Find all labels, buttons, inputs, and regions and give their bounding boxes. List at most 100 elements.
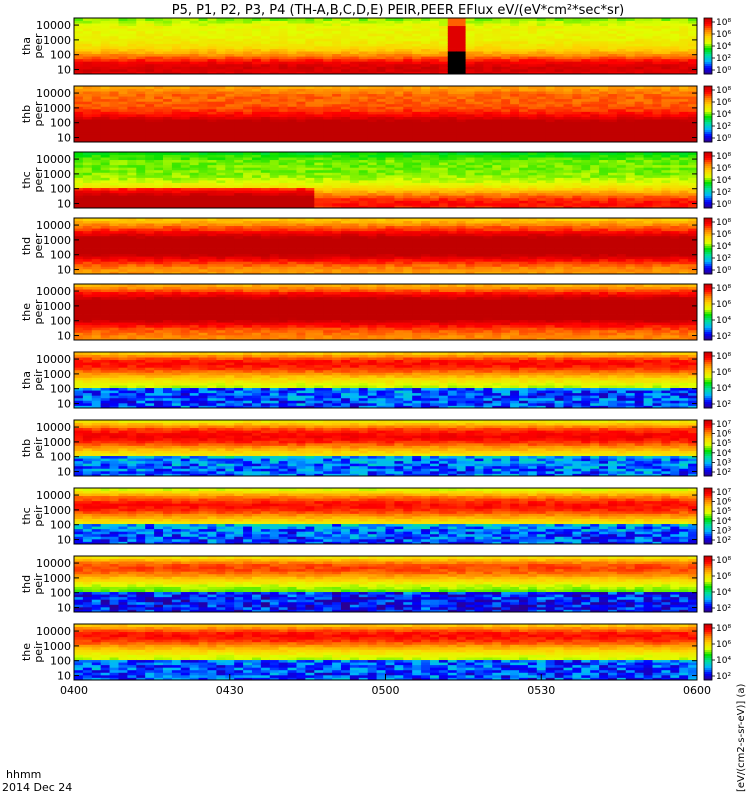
spectrogram-cell: [376, 154, 386, 158]
spectrogram-cell: [136, 20, 146, 24]
spectrogram-cell: [590, 200, 600, 204]
spectrogram-cell: [519, 167, 529, 171]
spectrogram-cell: [536, 180, 547, 183]
spectrogram-cell: [367, 30, 377, 34]
spectrogram-cell: [430, 51, 440, 55]
spectrogram-cell: [421, 129, 431, 133]
spectrogram-cell: [189, 48, 199, 52]
spectrogram-cell: [252, 28, 262, 32]
spectrogram-cell: [171, 18, 182, 21]
spectrogram-cell: [670, 106, 680, 110]
spectrogram-cell: [91, 20, 102, 24]
spectrogram-cell: [287, 111, 297, 115]
spectrogram-cell: [501, 174, 511, 178]
spectrogram-cell: [189, 61, 199, 65]
spectrogram-cell: [74, 197, 84, 201]
spectrogram-cell: [341, 58, 351, 62]
spectrogram-cell: [661, 18, 671, 21]
spectrogram-cell: [332, 167, 342, 171]
spectrogram-cell: [483, 197, 493, 201]
spectrogram-cell: [278, 174, 288, 178]
spectrogram-cells: [74, 18, 698, 75]
spectrogram-cell: [394, 185, 404, 189]
spectrogram-cell: [474, 121, 484, 125]
spectrogram-cell: [180, 159, 191, 163]
spectrogram-cell: [252, 139, 262, 143]
spectrogram-cell: [545, 33, 555, 37]
spectrogram-cell: [74, 25, 84, 29]
spectrogram-cell: [501, 205, 511, 209]
spectrogram-cell: [109, 192, 119, 196]
spectrogram-cell: [376, 185, 386, 189]
spectrogram-cell: [171, 51, 182, 55]
spectrogram-cell: [545, 58, 555, 62]
spectrogram-cell: [225, 169, 235, 173]
spectrogram-cell: [118, 248, 128, 252]
spectrogram-cell: [225, 111, 235, 115]
spectrogram-cell: [474, 157, 484, 161]
spectrogram-cell: [314, 119, 324, 123]
spectrogram-cell: [216, 46, 226, 49]
spectrogram-cell: [225, 98, 235, 102]
spectrogram-cell: [661, 159, 671, 163]
spectrogram-cell: [510, 91, 520, 95]
spectrogram-cell: [581, 121, 591, 125]
spectrogram-cell: [616, 66, 627, 70]
spectrogram-cell: [154, 46, 164, 49]
spectrogram-cell: [438, 177, 449, 181]
spectrogram-cell: [403, 43, 413, 47]
spectrogram-cell: [180, 71, 191, 75]
colorbar-swatch: [704, 140, 712, 143]
spectrogram-cell: [590, 134, 600, 138]
spectrogram-cell: [572, 108, 582, 112]
spectrogram-cell: [430, 23, 440, 27]
spectrogram-cell: [225, 121, 235, 125]
spectrogram-cell: [349, 177, 360, 181]
spectrogram-cell: [661, 28, 671, 32]
spectrogram-cell: [234, 106, 244, 110]
spectrogram-cell: [403, 162, 413, 166]
spectrogram-cell: [287, 33, 297, 37]
spectrogram-cell: [323, 162, 333, 166]
spectrogram-cell: [394, 192, 404, 196]
spectrogram-cell: [100, 131, 110, 135]
spectrogram-cell: [332, 190, 342, 194]
spectrogram-cell: [545, 43, 555, 47]
spectrogram-cell: [296, 131, 306, 135]
spectrogram-cell: [590, 164, 600, 168]
spectrogram-cell: [323, 197, 333, 201]
spectrogram-cell: [412, 139, 422, 143]
spectrogram-cell: [323, 66, 333, 70]
spectrogram-cell: [385, 28, 395, 32]
spectrogram-cell: [661, 116, 671, 120]
spectrogram-cell: [252, 154, 262, 158]
spectrogram-cell: [314, 164, 324, 168]
spectrogram-cell: [136, 119, 146, 123]
spectrogram-cell: [100, 40, 110, 44]
spectrogram-cell: [109, 243, 119, 247]
spectrogram-cell: [554, 20, 564, 24]
spectrogram-cell: [492, 152, 502, 155]
spectrogram-cell: [483, 96, 493, 100]
spectrogram-cell: [269, 18, 280, 21]
spectrogram-cell: [171, 96, 182, 100]
spectrogram-cell: [234, 101, 244, 105]
spectrogram-cell: [198, 152, 208, 155]
spectrogram-cell: [581, 139, 591, 143]
spectrogram-cell: [483, 33, 493, 37]
spectrogram-cell: [278, 202, 288, 206]
spectrogram-cell: [536, 51, 547, 55]
spectrogram-cell: [447, 162, 458, 166]
spectrogram-cell: [82, 192, 93, 196]
spectrogram-cell: [91, 25, 102, 29]
spectrogram-cell: [163, 106, 173, 110]
spectrogram-cell: [679, 136, 689, 140]
spectrogram-cell: [679, 205, 689, 209]
spectrogram-cell: [608, 111, 618, 115]
spectrogram-cell: [385, 93, 395, 97]
spectrogram-cell: [127, 25, 137, 29]
spectrogram-cell: [456, 174, 466, 178]
spectrogram-cell: [260, 187, 271, 191]
spectrogram-cell: [341, 129, 351, 133]
spectrogram-cell: [82, 271, 93, 275]
